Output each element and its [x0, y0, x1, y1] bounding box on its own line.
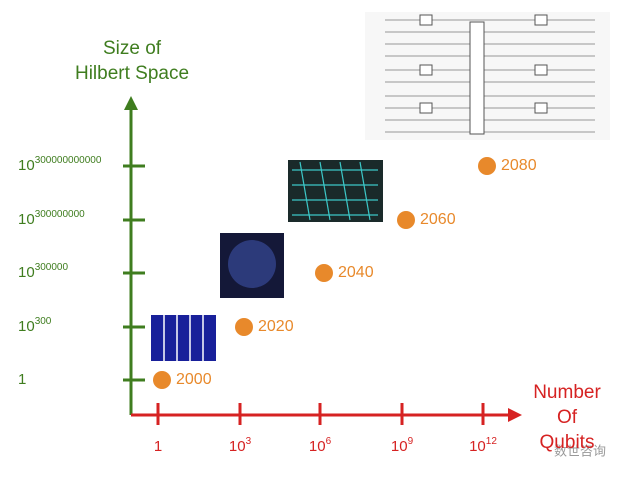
watermark: 数世咨询: [554, 443, 606, 458]
tick-exp: 9: [408, 436, 414, 447]
tick-exp: 300000000000: [35, 155, 102, 166]
x-axis-title: Qubits: [540, 432, 595, 453]
tick-base: 1: [154, 438, 162, 455]
tick-label: 1: [18, 371, 26, 388]
tick-label: 1012: [469, 436, 497, 455]
tick-base: 10: [469, 438, 486, 455]
tick-base: 10: [391, 438, 408, 455]
tick-base: 10: [309, 438, 326, 455]
y-axis-title: Size of: [103, 38, 162, 59]
tick-base: 10: [18, 157, 35, 174]
tick-base: 10: [18, 211, 35, 228]
point: [397, 211, 415, 229]
point: [478, 157, 496, 175]
point-label: 2020: [258, 318, 294, 335]
tick-label: 10300000000: [18, 209, 85, 228]
y-axis-title: Hilbert Space: [75, 63, 189, 84]
x-axis-title: Number: [533, 382, 601, 403]
tick-label: 106: [309, 436, 332, 455]
point-label: 2080: [501, 157, 537, 174]
tick-label: 10300: [18, 316, 52, 335]
x-arrow: [508, 408, 522, 422]
y-arrow: [124, 96, 138, 110]
point-label: 2040: [338, 264, 374, 281]
point: [153, 371, 171, 389]
tick-exp: 300000000: [35, 209, 85, 220]
tick-base: 10: [18, 318, 35, 335]
tick-label: 10300000: [18, 262, 68, 281]
point-label: 2000: [176, 371, 212, 388]
circuit-image: [365, 12, 610, 140]
point-label: 2060: [420, 211, 456, 228]
ion-image: [151, 315, 216, 361]
point: [315, 264, 333, 282]
tick-label: 103: [229, 436, 252, 455]
tick-exp: 3: [246, 436, 252, 447]
tick-exp: 6: [326, 436, 332, 447]
tick-base: 10: [18, 264, 35, 281]
point: [235, 318, 253, 336]
x-axis-title: Of: [557, 407, 578, 428]
tick-exp: 300: [35, 316, 52, 327]
tick-label: 109: [391, 436, 414, 455]
tick-label: 1: [154, 438, 162, 455]
tick-exp: 12: [486, 436, 498, 447]
tick-base: 1: [18, 371, 26, 388]
tick-label: 10300000000000: [18, 155, 102, 174]
tick-base: 10: [229, 438, 246, 455]
tick-exp: 300000: [35, 262, 69, 273]
